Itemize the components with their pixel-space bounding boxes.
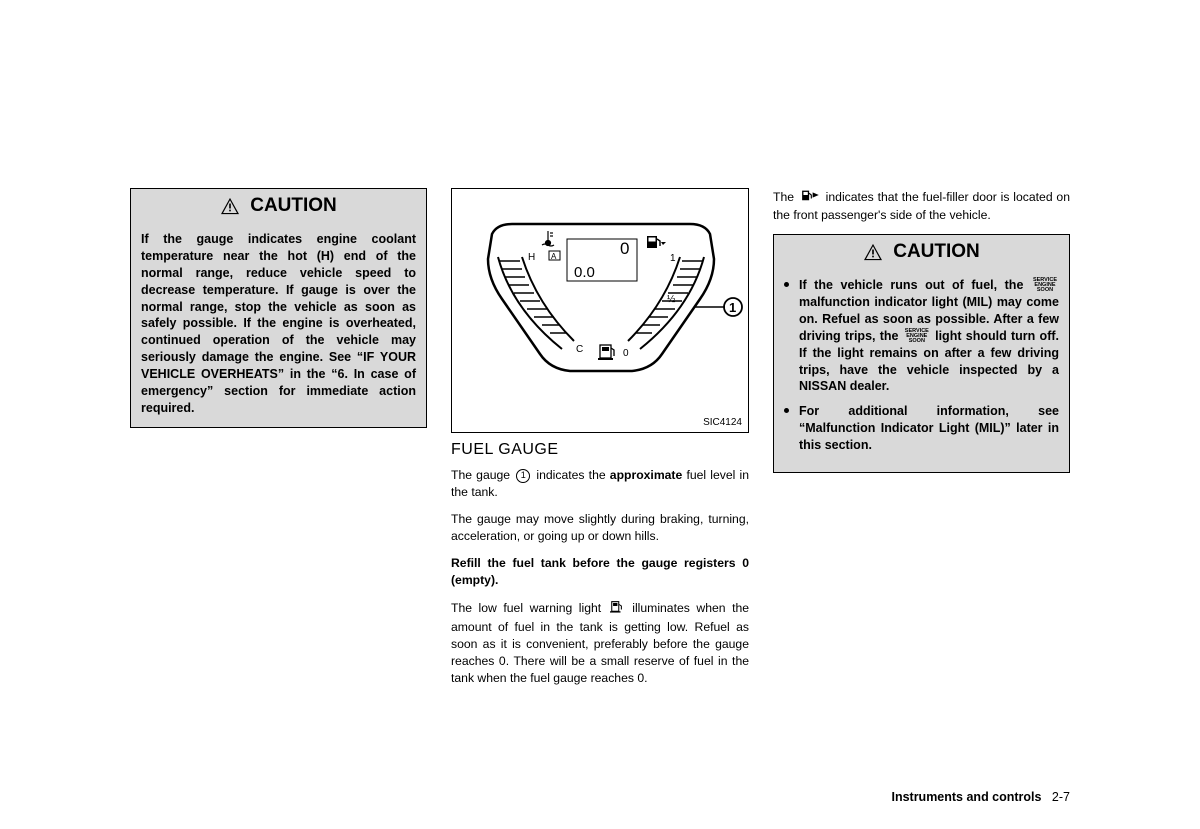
p1bold: approximate	[610, 468, 682, 482]
bullet-icon	[784, 282, 789, 287]
service-engine-soon-icon: SERVICEENGINESOON	[1033, 278, 1057, 293]
page-footer: Instruments and controls 2-7	[891, 790, 1070, 804]
svg-text:H: H	[528, 252, 535, 263]
footer-page: 2-7	[1052, 790, 1070, 804]
fuel-gauge-p3: Refill the fuel tank before the gauge re…	[451, 555, 749, 589]
caution-title-2: CAUTION	[893, 241, 980, 263]
column-left: CAUTION If the gauge indicates engine co…	[130, 188, 427, 697]
caution-bullets: If the vehicle runs out of fuel, the SER…	[774, 269, 1069, 472]
svg-text:0: 0	[623, 348, 629, 359]
caution-header-2: CAUTION	[774, 235, 1069, 269]
b1a: If the vehicle runs out of fuel, the	[799, 278, 1031, 292]
service-engine-soon-icon: SERVICEENGINESOON	[905, 329, 929, 344]
svg-text:C: C	[576, 344, 583, 355]
svg-text:0: 0	[620, 239, 629, 258]
fuel-gauge-p1: The gauge 1 indicates the approximate fu…	[451, 467, 749, 501]
p1a: The gauge	[451, 468, 514, 482]
fuel-gauge-figure: H C 0 ½ 1 0 0.0 A 1 SIC4124	[451, 188, 749, 433]
figure-code: SIC4124	[703, 417, 742, 428]
bullet-1-text: If the vehicle runs out of fuel, the SER…	[799, 277, 1059, 395]
column-center: H C 0 ½ 1 0 0.0 A 1 SIC4124 FUEL GAUGE T…	[451, 188, 749, 697]
caution-header: CAUTION	[131, 189, 426, 223]
svg-text:A: A	[551, 252, 557, 261]
caution-box-mil: CAUTION If the vehicle runs out of fuel,…	[773, 234, 1070, 473]
bullet-icon	[784, 408, 789, 413]
gauge-illustration: H C 0 ½ 1 0 0.0 A 1	[452, 189, 750, 434]
bullet-2: For additional information, see “Malfunc…	[784, 403, 1059, 454]
fuel-gauge-p4: The low fuel warning light illuminates w…	[451, 599, 749, 686]
fuel-gauge-heading: FUEL GAUGE	[451, 441, 749, 459]
fuel-gauge-p2: The gauge may move slightly during braki…	[451, 511, 749, 545]
caution-box-coolant: CAUTION If the gauge indicates engine co…	[130, 188, 427, 428]
column-right: The indicates that the fuel-filler door …	[773, 188, 1070, 697]
caution-body-text: If the gauge indicates engine coolant te…	[131, 223, 426, 427]
svg-text:½: ½	[667, 294, 676, 305]
p4a: The low fuel warning light	[451, 601, 608, 615]
c3p1a: The	[773, 190, 798, 204]
page-content: CAUTION If the gauge indicates engine co…	[130, 188, 1070, 697]
p1b: indicates the	[532, 468, 610, 482]
fuel-pump-arrow-icon	[800, 188, 820, 207]
warning-triangle-icon	[220, 197, 240, 215]
fuel-pump-icon	[610, 599, 624, 618]
bullet-2-text: For additional information, see “Malfunc…	[799, 403, 1059, 454]
caution-title: CAUTION	[250, 195, 337, 217]
svg-text:1: 1	[729, 300, 736, 315]
callout-1-inline: 1	[516, 469, 530, 483]
warning-triangle-icon	[863, 243, 883, 261]
svg-text:1: 1	[670, 253, 676, 264]
svg-text:0.0: 0.0	[574, 264, 595, 281]
bullet-1: If the vehicle runs out of fuel, the SER…	[784, 277, 1059, 395]
footer-section: Instruments and controls	[891, 790, 1041, 804]
filler-door-para: The indicates that the fuel-filler door …	[773, 188, 1070, 224]
